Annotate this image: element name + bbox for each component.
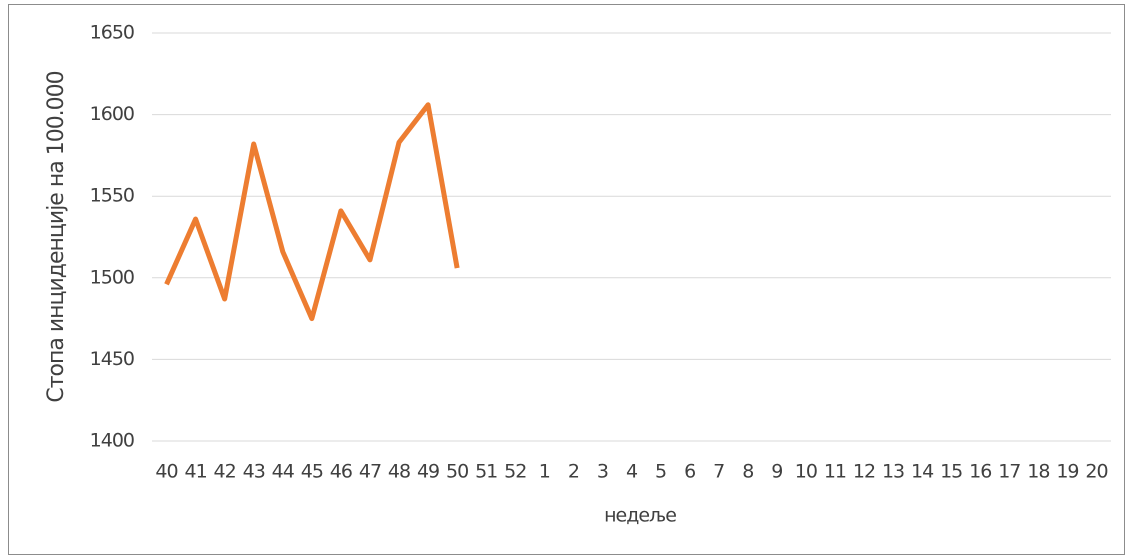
x-tick-label: 1 bbox=[539, 461, 550, 483]
x-tick-label: 43 bbox=[243, 461, 265, 483]
y-tick-label: 1400 bbox=[90, 430, 134, 452]
x-tick-label: 40 bbox=[155, 461, 177, 483]
y-tick-label: 1650 bbox=[90, 22, 134, 44]
x-tick-label: 18 bbox=[1027, 461, 1049, 483]
x-tick-label: 5 bbox=[655, 461, 666, 483]
y-tick-label: 1500 bbox=[90, 266, 134, 288]
x-tick-label: 16 bbox=[969, 461, 991, 483]
y-tick-label: 1550 bbox=[90, 185, 134, 207]
y-tick-label: 1600 bbox=[90, 103, 134, 125]
y-axis-label: Стопа инциденције на 100.000 bbox=[44, 71, 69, 402]
x-tick-label: 51 bbox=[475, 461, 497, 483]
x-tick-label: 47 bbox=[359, 461, 381, 483]
x-tick-label: 11 bbox=[824, 461, 846, 483]
x-tick-label: 14 bbox=[911, 461, 934, 483]
x-tick-label: 20 bbox=[1085, 461, 1107, 483]
x-tick-label: 8 bbox=[742, 461, 753, 483]
x-tick-label: 52 bbox=[504, 461, 526, 483]
x-tick-label: 6 bbox=[684, 461, 695, 483]
y-tick-label: 1450 bbox=[90, 348, 134, 370]
x-axis-label: недеље bbox=[604, 505, 676, 527]
x-tick-label: 7 bbox=[713, 461, 724, 483]
x-tick-label: 48 bbox=[388, 461, 410, 483]
x-tick-label: 4 bbox=[626, 461, 638, 483]
x-tick-label: 41 bbox=[184, 461, 206, 483]
x-tick-label: 49 bbox=[417, 461, 439, 483]
x-tick-label: 9 bbox=[771, 461, 782, 483]
x-tick-label: 46 bbox=[330, 461, 352, 483]
x-tick-label: 45 bbox=[301, 461, 323, 483]
x-tick-label: 19 bbox=[1056, 461, 1078, 483]
x-tick-label: 50 bbox=[446, 461, 468, 483]
x-tick-label: 10 bbox=[795, 461, 817, 483]
x-tick-label: 2 bbox=[568, 461, 579, 483]
x-tick-label: 17 bbox=[998, 461, 1020, 483]
x-tick-label: 12 bbox=[853, 461, 875, 483]
x-tick-label: 42 bbox=[214, 461, 236, 483]
x-tick-label: 13 bbox=[882, 461, 904, 483]
x-tick-label: 44 bbox=[272, 461, 295, 483]
x-tick-label: 3 bbox=[597, 461, 608, 483]
data-line bbox=[164, 102, 460, 322]
x-tick-label: 15 bbox=[940, 461, 962, 483]
chart-frame bbox=[8, 4, 1125, 555]
